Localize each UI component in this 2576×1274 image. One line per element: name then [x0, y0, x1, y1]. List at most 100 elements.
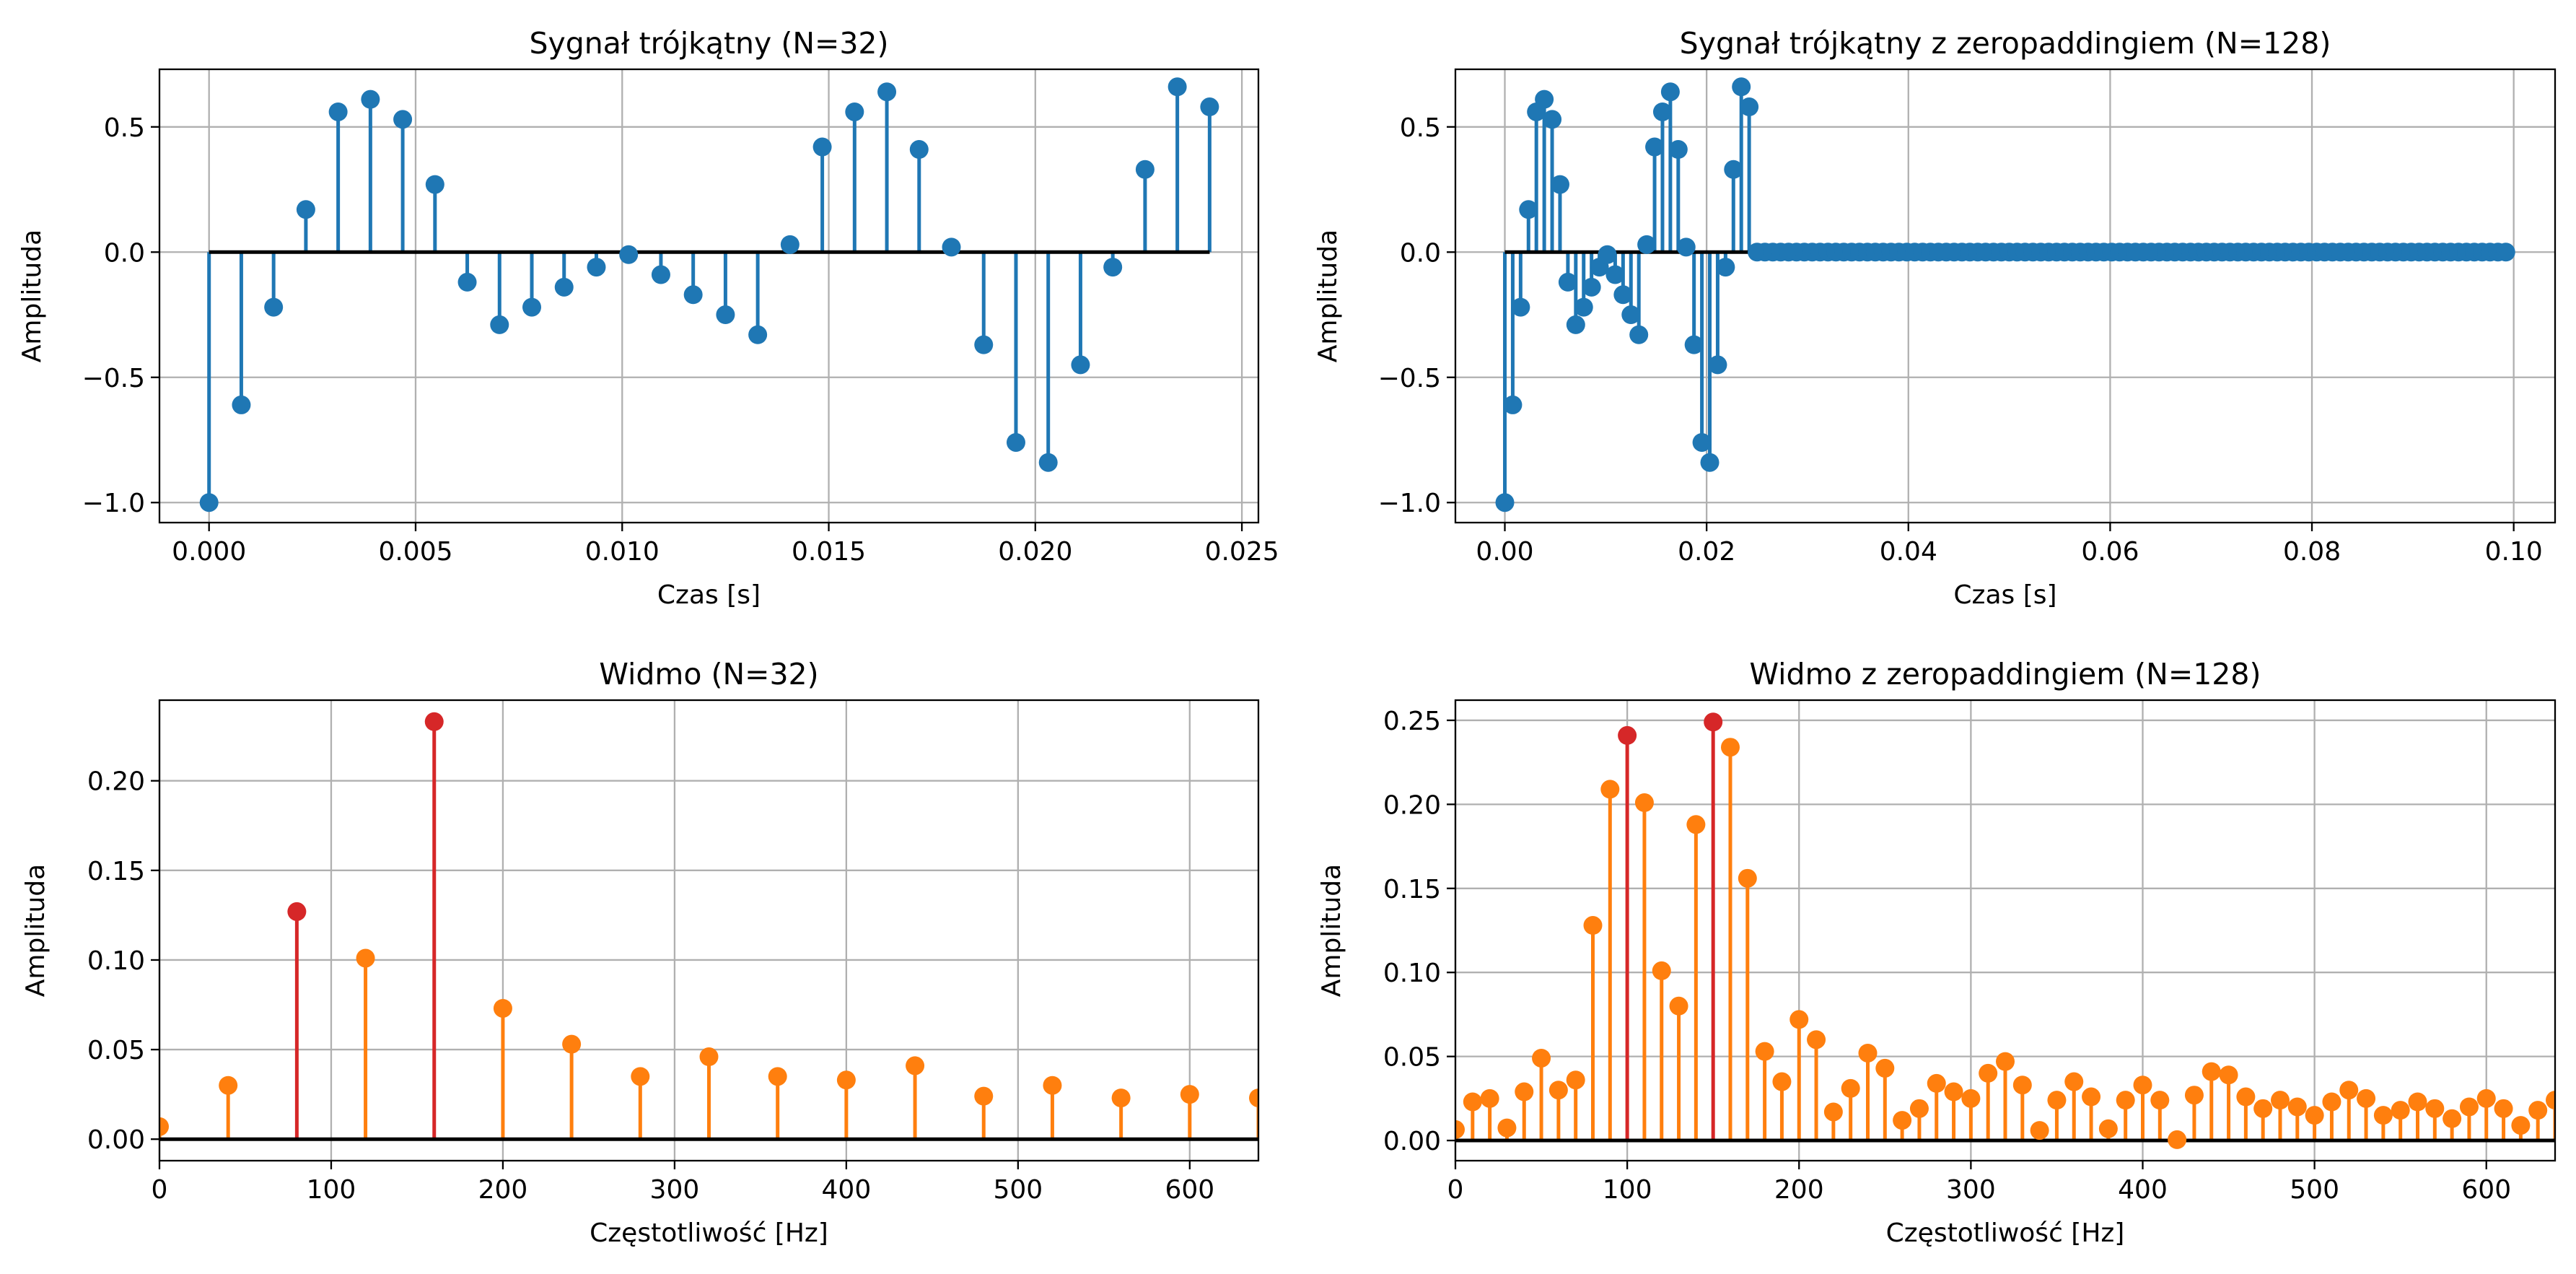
stem-marker	[1582, 277, 1601, 297]
stem-marker	[1249, 1088, 1258, 1108]
stem-marker	[974, 1086, 994, 1106]
stem-marker	[2150, 1091, 2170, 1110]
stem-marker	[1503, 395, 1523, 414]
x-tick-label: 400	[2118, 1175, 2168, 1205]
x-tick-label: 0.015	[792, 537, 866, 567]
stem-marker	[812, 137, 832, 157]
stem-marker	[493, 998, 512, 1018]
stem-marker	[1583, 916, 1603, 935]
plot-area	[1495, 77, 2515, 512]
stem-marker	[2098, 1119, 2118, 1138]
y-tick-label: 0.20	[1383, 790, 1441, 820]
stem-marker	[1700, 453, 1719, 472]
stem-marker	[2184, 1086, 2204, 1105]
x-tick-label: 200	[1774, 1175, 1824, 1205]
stem-marker	[631, 1067, 650, 1086]
stem-marker	[1669, 996, 1688, 1016]
y-tick-label: 0.15	[87, 857, 145, 886]
stem-marker	[1605, 265, 1625, 284]
stem-marker	[2373, 1106, 2393, 1125]
stem-marker	[1807, 1030, 1826, 1050]
stem-marker	[296, 200, 315, 219]
x-tick-label: 0.000	[172, 537, 246, 567]
stem-marker	[361, 90, 380, 109]
stem-marker	[845, 102, 864, 121]
x-tick-label: 0.010	[585, 537, 660, 567]
stem-marker	[1558, 272, 1577, 292]
stem-marker	[219, 1076, 238, 1095]
stem-marker	[2202, 1062, 2221, 1081]
stem-marker	[1598, 245, 1617, 264]
x-tick-label: 0.04	[1880, 537, 1937, 567]
x-tick-label: 0	[1447, 1175, 1464, 1205]
stem-marker	[1515, 1082, 1534, 1101]
stem-marker	[1738, 868, 1757, 888]
y-tick-label: 0.20	[87, 767, 145, 797]
x-axis-label: Czas [s]	[657, 580, 761, 610]
y-tick-label: 0.15	[1383, 875, 1441, 904]
y-axis-label: Amplituda	[1317, 864, 1346, 997]
stem-marker	[1979, 1063, 1998, 1083]
stem-marker	[232, 395, 251, 414]
stem-marker	[1574, 297, 1593, 317]
stem-marker	[1927, 1073, 1946, 1093]
stem-marker	[2496, 243, 2515, 262]
chart-title: Sygnał trójkątny (N=32)	[529, 26, 888, 61]
stem-marker	[1600, 780, 1620, 799]
stem-marker	[1071, 355, 1090, 375]
stem-marker	[1909, 1099, 1929, 1118]
stem-marker	[2357, 1088, 2376, 1108]
stem-marker	[2511, 1116, 2531, 1135]
stem-marker	[1135, 160, 1155, 179]
plot-area	[199, 77, 1219, 512]
stem-marker	[1755, 1042, 1774, 1061]
stem-marker	[651, 265, 670, 284]
stem-marker	[1497, 1118, 1517, 1138]
stem-marker	[699, 1047, 719, 1067]
chart-title: Widmo z zeropaddingiem (N=128)	[1750, 657, 2261, 691]
stem-marker	[1519, 200, 1538, 219]
peak-marker	[1618, 725, 1637, 745]
plot-area	[1455, 712, 2555, 1149]
stem-marker	[1495, 493, 1515, 512]
stem-marker	[1043, 1076, 1062, 1095]
plot-area	[159, 712, 1258, 1141]
x-tick-label: 0	[152, 1175, 168, 1205]
y-tick-label: 0.5	[1400, 113, 1441, 143]
stem-marker	[1566, 1070, 1585, 1090]
y-tick-label: 0.10	[1383, 959, 1441, 988]
stem-marker	[1111, 1088, 1131, 1108]
stem-marker	[1103, 258, 1123, 277]
axes-frame	[158, 68, 1260, 524]
y-axis-label: Amplituda	[1313, 230, 1343, 362]
x-axis-label: Częstotliwość [Hz]	[1886, 1218, 2125, 1248]
stem-marker	[909, 140, 929, 160]
stem-marker	[1637, 235, 1657, 254]
stem-marker	[2236, 1087, 2256, 1107]
stem-marker	[1716, 258, 1735, 277]
stem-marker	[1543, 110, 1562, 129]
stem-marker	[1566, 315, 1585, 334]
x-tick-label: 0.08	[2283, 537, 2341, 567]
stem-marker	[2030, 1121, 2049, 1140]
x-tick-label: 0.00	[1476, 537, 1533, 567]
stem-marker	[522, 297, 542, 317]
stem-marker	[587, 258, 606, 277]
stem-marker	[716, 305, 735, 325]
stem-marker	[1893, 1111, 1912, 1130]
stem-marker	[2443, 1109, 2462, 1128]
stem-marker	[2494, 1099, 2513, 1118]
stem-marker	[1823, 1102, 1843, 1122]
stem-marker	[683, 285, 703, 305]
stem-marker	[356, 948, 375, 968]
stem-marker	[1613, 285, 1633, 305]
stem-marker	[2305, 1106, 2324, 1125]
stem-marker	[1621, 305, 1641, 325]
axes-signal128: 0.00 0.02 0.04 0.06 0.08 0.10 −1.0 −0.5 0.0 0.5 Sy…	[1313, 26, 2557, 610]
stem-marker	[393, 110, 413, 129]
stem-marker	[2391, 1101, 2410, 1120]
x-tick-label: 0.10	[2485, 537, 2543, 567]
chart-title: Sygnał trójkątny z zeropaddingiem (N=128…	[1680, 26, 2331, 61]
stem-marker	[1740, 97, 1759, 117]
chart-title: Widmo (N=32)	[599, 657, 818, 691]
